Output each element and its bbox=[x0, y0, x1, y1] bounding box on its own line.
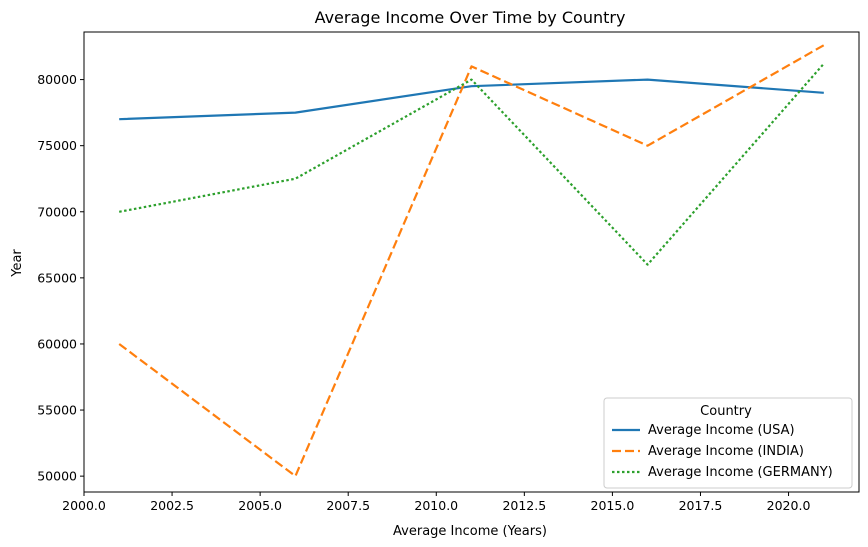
y-tick-label: 80000 bbox=[37, 72, 77, 87]
x-tick-label: 2000.0 bbox=[62, 498, 106, 513]
legend-item-label: Average Income (GERMANY) bbox=[648, 465, 833, 480]
y-axis-title: Year bbox=[10, 249, 25, 278]
x-tick-label: 2007.5 bbox=[326, 498, 370, 513]
legend-item-label: Average Income (INDIA) bbox=[648, 444, 804, 459]
legend-box bbox=[603, 397, 853, 489]
legend-title: Country bbox=[700, 404, 752, 419]
legend-item-label: Average Income (USA) bbox=[648, 423, 795, 438]
plot-frame bbox=[83, 31, 860, 493]
x-tick-label: 2012.5 bbox=[502, 498, 546, 513]
series-line-2 bbox=[118, 44, 825, 478]
x-tick-label: 2005.0 bbox=[238, 498, 282, 513]
y-tick-label: 50000 bbox=[37, 469, 77, 484]
x-tick-label: 2010.0 bbox=[414, 498, 458, 513]
x-tick-label: 2020.0 bbox=[767, 498, 811, 513]
x-tick-label: 2017.5 bbox=[679, 498, 723, 513]
y-tick-label: 55000 bbox=[37, 403, 77, 418]
series-line-1 bbox=[119, 78, 824, 121]
y-tick-label: 70000 bbox=[37, 204, 77, 219]
series-line-3 bbox=[118, 62, 825, 266]
y-tick-label: 65000 bbox=[37, 270, 77, 285]
x-tick-label: 2002.5 bbox=[150, 498, 194, 513]
y-tick-label: 75000 bbox=[37, 138, 77, 153]
x-tick-label: 2015.0 bbox=[591, 498, 635, 513]
legend: Country Average Income (USA) Average Incom… bbox=[603, 397, 853, 489]
y-tick-label: 60000 bbox=[37, 336, 77, 351]
chart-title: Average Income Over Time by Country bbox=[315, 8, 626, 27]
x-axis-title: Average Income (Years) bbox=[393, 524, 547, 539]
plot-area: 2000.0 2002.5 2005.0 2007.5 2010.0 2012.5 2015… bbox=[37, 31, 860, 513]
